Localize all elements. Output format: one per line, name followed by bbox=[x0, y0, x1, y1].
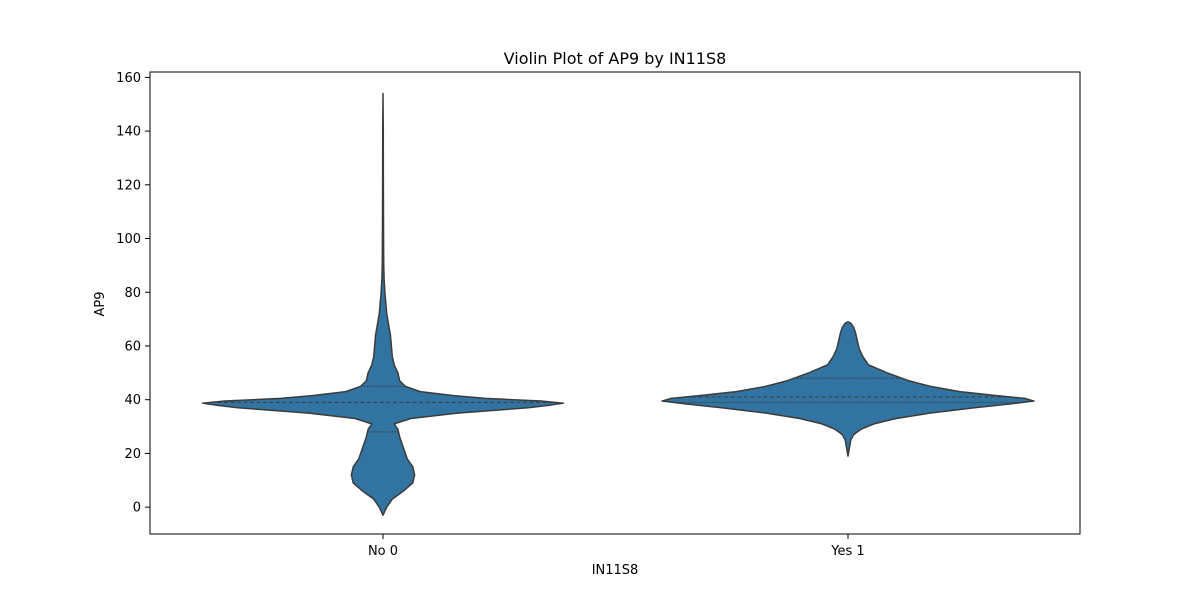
y-tick-label: 60 bbox=[124, 339, 141, 354]
y-tick-label: 160 bbox=[116, 71, 141, 86]
axes: 0 20 40 60 80 100 120 140 160 No 0 Yes 1 bbox=[116, 71, 1081, 559]
x-tick-label: No 0 bbox=[368, 544, 398, 559]
x-tick-label: Yes 1 bbox=[830, 544, 864, 559]
x-axis-label: IN11S8 bbox=[592, 563, 639, 578]
y-tick-label: 100 bbox=[116, 232, 141, 247]
y-tick-label: 120 bbox=[116, 178, 141, 193]
y-tick-label: 20 bbox=[124, 447, 141, 462]
chart-title: Violin Plot of AP9 by IN11S8 bbox=[504, 49, 727, 68]
y-tick-label: 140 bbox=[116, 125, 141, 140]
y-tick-label: 80 bbox=[124, 286, 141, 301]
violin-no-0 bbox=[201, 92, 565, 516]
y-axis-label: AP9 bbox=[93, 291, 108, 316]
y-tick-label: 0 bbox=[133, 501, 141, 516]
axes-frame bbox=[149, 71, 1081, 535]
plot-area bbox=[201, 92, 1035, 516]
y-tick-label: 40 bbox=[124, 393, 141, 408]
violin-yes-1 bbox=[661, 321, 1035, 457]
